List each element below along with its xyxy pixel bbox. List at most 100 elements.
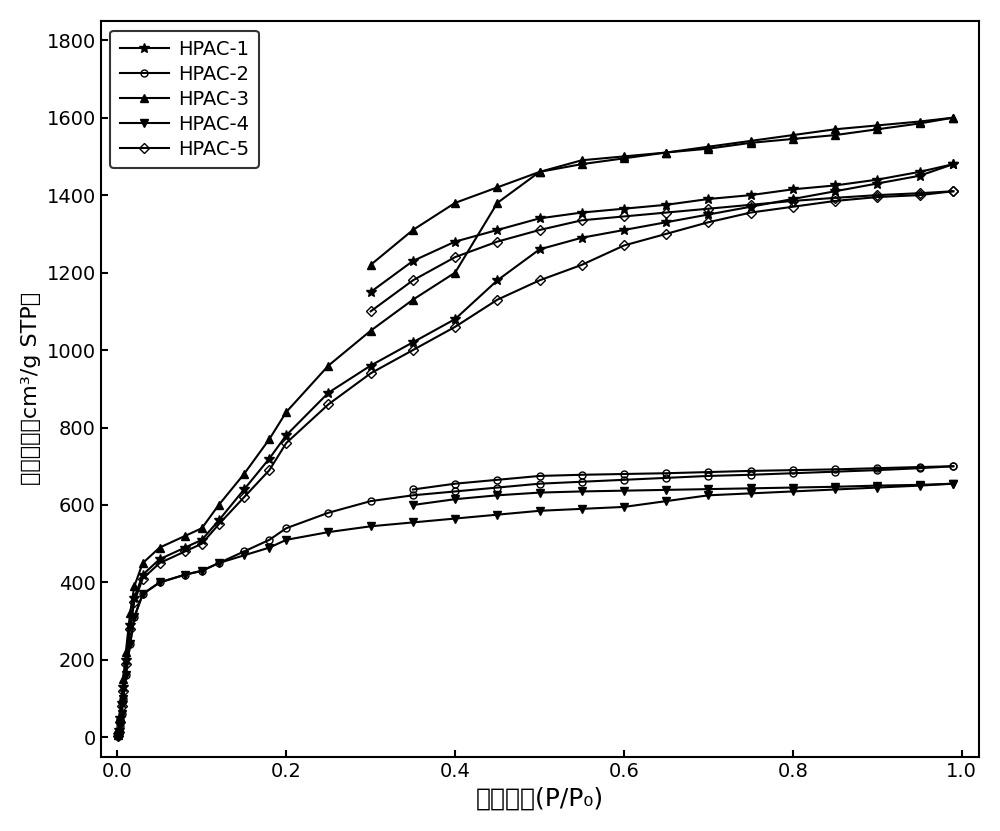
HPAC-3 <box>120 647 132 657</box>
HPAC-1 <box>365 361 377 371</box>
HPAC-4 <box>871 483 883 493</box>
HPAC-1 <box>238 484 250 494</box>
HPAC-5 <box>871 192 883 202</box>
HPAC-3 <box>154 543 166 553</box>
HPAC-1 <box>263 454 275 464</box>
HPAC-5 <box>116 701 128 711</box>
HPAC-3 <box>196 524 208 534</box>
Line: HPAC-4: HPAC-4 <box>114 479 957 740</box>
HPAC-2 <box>124 639 136 649</box>
HPAC-5 <box>238 492 250 502</box>
HPAC-1 <box>702 209 714 219</box>
HPAC-3 <box>407 295 419 305</box>
HPAC-4 <box>407 518 419 528</box>
HPAC-2 <box>280 524 292 534</box>
HPAC-2 <box>829 467 841 477</box>
HPAC-5 <box>914 190 926 200</box>
HPAC-3 <box>112 730 124 740</box>
HPAC-5 <box>745 208 757 218</box>
HPAC-5 <box>449 322 461 332</box>
HPAC-2 <box>120 671 132 681</box>
HPAC-4 <box>947 479 959 489</box>
HPAC-3 <box>213 500 225 510</box>
HPAC-2 <box>179 570 191 580</box>
HPAC-4 <box>114 720 126 730</box>
HPAC-1 <box>124 620 136 630</box>
HPAC-3 <box>128 582 140 592</box>
HPAC-2 <box>128 612 140 622</box>
HPAC-1 <box>449 314 461 324</box>
HPAC-1 <box>114 713 126 723</box>
HPAC-4 <box>116 709 128 719</box>
HPAC-2 <box>745 470 757 479</box>
HPAC-4 <box>117 694 129 704</box>
HPAC-2 <box>576 477 588 487</box>
HPAC-4 <box>618 502 630 512</box>
HPAC-3 <box>117 674 129 684</box>
HPAC-4 <box>196 566 208 576</box>
HPAC-1 <box>745 202 757 212</box>
HPAC-3 <box>534 167 546 177</box>
HPAC-2 <box>213 558 225 568</box>
HPAC-1 <box>128 593 140 603</box>
HPAC-4 <box>280 535 292 545</box>
HPAC-5 <box>120 659 132 669</box>
HPAC-4 <box>365 521 377 531</box>
HPAC-1 <box>534 244 546 254</box>
HPAC-5 <box>154 558 166 568</box>
X-axis label: 相对压力(P/P₀): 相对压力(P/P₀) <box>476 786 604 810</box>
HPAC-4 <box>154 578 166 588</box>
HPAC-4 <box>120 671 132 681</box>
HPAC-2 <box>491 483 503 493</box>
HPAC-1 <box>213 515 225 525</box>
HPAC-5 <box>124 624 136 634</box>
HPAC-4 <box>137 589 149 599</box>
HPAC-2 <box>117 694 129 704</box>
HPAC-3 <box>702 142 714 152</box>
HPAC-4 <box>702 490 714 500</box>
HPAC-2 <box>116 709 128 719</box>
HPAC-5 <box>322 400 334 410</box>
HPAC-2 <box>618 475 630 484</box>
HPAC-5 <box>114 717 126 727</box>
HPAC-5 <box>407 345 419 355</box>
HPAC-1 <box>120 655 132 665</box>
HPAC-2 <box>365 496 377 506</box>
HPAC-4 <box>745 489 757 499</box>
HPAC-2 <box>196 566 208 576</box>
Line: HPAC-2: HPAC-2 <box>115 463 957 740</box>
HPAC-1 <box>576 233 588 243</box>
HPAC-2 <box>113 729 125 739</box>
HPAC-3 <box>137 558 149 568</box>
HPAC-4 <box>128 612 140 622</box>
HPAC-2 <box>322 508 334 518</box>
HPAC-3 <box>871 120 883 130</box>
HPAC-5 <box>576 260 588 270</box>
HPAC-4 <box>322 527 334 537</box>
HPAC-1 <box>660 217 672 227</box>
HPAC-3 <box>576 160 588 170</box>
HPAC-1 <box>113 725 125 735</box>
HPAC-1 <box>871 179 883 189</box>
HPAC-5 <box>829 196 841 206</box>
HPAC-5 <box>213 519 225 529</box>
HPAC-3 <box>449 268 461 278</box>
HPAC-1 <box>117 682 129 692</box>
HPAC-1 <box>116 697 128 707</box>
HPAC-3 <box>914 116 926 126</box>
HPAC-3 <box>787 130 799 140</box>
HPAC-5 <box>196 538 208 548</box>
HPAC-1 <box>322 388 334 398</box>
HPAC-4 <box>124 639 136 649</box>
HPAC-2 <box>947 461 959 471</box>
Line: HPAC-1: HPAC-1 <box>113 160 958 740</box>
HPAC-3 <box>618 154 630 164</box>
HPAC-4 <box>534 506 546 516</box>
HPAC-2 <box>787 468 799 478</box>
HPAC-2 <box>137 589 149 599</box>
HPAC-4 <box>787 486 799 496</box>
HPAC-3 <box>280 407 292 417</box>
HPAC-4 <box>238 550 250 560</box>
HPAC-3 <box>322 361 334 371</box>
HPAC-5 <box>280 438 292 448</box>
